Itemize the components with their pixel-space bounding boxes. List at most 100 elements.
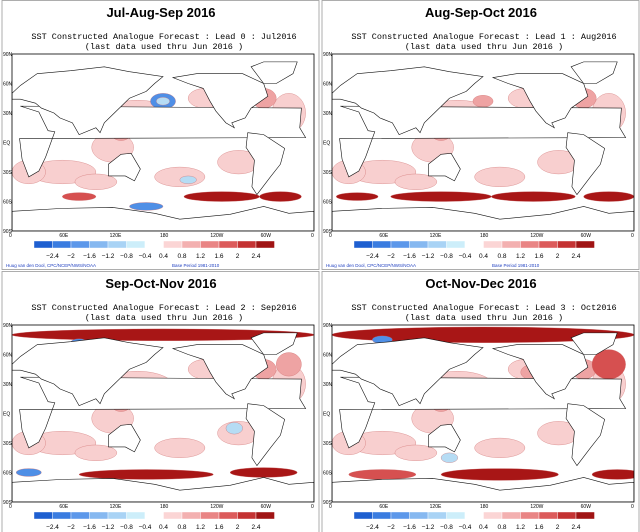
anomaly-region	[394, 444, 438, 461]
land	[12, 66, 164, 136]
lat-label: 90N	[3, 52, 13, 58]
lat-label: 60S	[323, 471, 333, 477]
lon-label: 120W	[530, 504, 543, 510]
colorbar-label: 2	[556, 524, 560, 531]
colorbar-label: −1.6	[83, 253, 96, 260]
colorbar-label: 0.4	[479, 253, 488, 260]
lat-label: 30S	[3, 441, 13, 447]
colorbar-box	[372, 240, 392, 249]
colorbar-label: 2.4	[571, 253, 580, 260]
map-frame	[331, 53, 635, 232]
colorbar-label: 0.4	[159, 253, 168, 260]
lon-label: 0	[311, 233, 314, 239]
land	[12, 337, 164, 407]
lon-label: 120W	[210, 233, 223, 239]
land	[250, 61, 298, 84]
land	[250, 332, 298, 355]
lat-label: 30S	[3, 170, 13, 176]
colorbar-box	[255, 240, 275, 249]
lon-label: 120E	[110, 233, 122, 239]
anomaly-region	[225, 422, 243, 435]
colorbar-box	[409, 240, 429, 249]
colorbar-label: −1.6	[83, 524, 96, 531]
colorbar-box	[163, 511, 183, 520]
land	[428, 423, 461, 453]
land	[332, 477, 634, 502]
colorbar-box	[409, 511, 429, 520]
colorbar-label: 1.6	[534, 253, 543, 260]
colorbar-label: −2.4	[366, 253, 379, 260]
colorbar-label: −0.8	[120, 524, 133, 531]
lon-label: 60W	[581, 504, 592, 510]
colorbar-box	[163, 240, 183, 249]
anomaly-region	[474, 437, 526, 458]
lon-label: 0	[631, 233, 634, 239]
colorbar-label: −1.2	[422, 253, 435, 260]
colorbar-box	[483, 511, 503, 520]
anomaly-region	[12, 328, 314, 341]
land	[245, 132, 285, 196]
lon-label: 120W	[210, 504, 223, 510]
lat-label: 90N	[323, 323, 333, 329]
colorbar-label: 1.6	[214, 524, 223, 531]
lat-label: 30S	[323, 441, 333, 447]
colorbar-box	[520, 511, 540, 520]
land	[332, 337, 484, 407]
anomaly-region	[472, 95, 494, 108]
anomaly-region	[74, 173, 118, 190]
map	[12, 325, 314, 502]
land	[491, 73, 589, 129]
colorbar-box	[126, 240, 146, 249]
map	[332, 325, 634, 502]
colorbar-box	[557, 240, 577, 249]
colorbar-box	[538, 511, 558, 520]
map-frame	[11, 53, 315, 232]
colorbar-label: −0.4	[459, 253, 472, 260]
land	[171, 344, 269, 400]
colorbar-box	[446, 240, 466, 249]
colorbar-box	[427, 240, 447, 249]
anomaly-region	[129, 202, 164, 211]
lat-label: 90S	[3, 229, 13, 235]
colorbar-label: 2	[556, 253, 560, 260]
land	[12, 206, 314, 231]
credit-base: Base Period 1981-2010	[492, 263, 540, 268]
colorbar-box	[218, 511, 238, 520]
anomaly-region	[78, 469, 214, 480]
anomaly-region	[276, 352, 302, 377]
colorbar-box	[181, 511, 201, 520]
panel-title: Jul-Aug-Sep 2016	[106, 5, 215, 20]
lat-label: 90S	[323, 500, 333, 506]
panel-border	[1, 0, 320, 270]
land	[332, 206, 634, 231]
colorbar-label: 1.6	[534, 524, 543, 531]
lat-label: 90N	[323, 52, 333, 58]
colorbar-box	[501, 240, 521, 249]
anomaly-region	[154, 166, 206, 187]
lat-label: 90S	[3, 500, 13, 506]
lon-label: 60E	[379, 504, 389, 510]
colorbar-label: −1.6	[403, 524, 416, 531]
anomaly-region	[332, 326, 634, 343]
colorbar-label: 2	[236, 524, 240, 531]
colorbar-box	[255, 511, 275, 520]
land	[570, 61, 618, 84]
colorbar-box	[446, 511, 466, 520]
lat-label: EQ	[3, 141, 10, 147]
colorbar-label: −0.8	[120, 253, 133, 260]
colorbar-box	[89, 240, 109, 249]
land	[428, 152, 461, 182]
colorbar-label: −1.2	[102, 253, 115, 260]
colorbar-label: 1.2	[196, 524, 205, 531]
panel-subtitle: SST Constructed Analogue Forecast : Lead…	[31, 303, 296, 313]
panel: Oct-Nov-Dec 2016 SST Constructed Analogue…	[321, 271, 640, 532]
colorbar-label: −1.2	[422, 524, 435, 531]
colorbar-box	[372, 511, 392, 520]
panel-note: (last data used thru Jun 2016 )	[405, 42, 563, 52]
colorbar-box	[353, 240, 373, 249]
panel-title: Aug-Sep-Oct 2016	[425, 5, 537, 20]
lon-label: 0	[311, 504, 314, 510]
lat-label: 30N	[3, 382, 13, 388]
colorbar-label: 2	[236, 253, 240, 260]
